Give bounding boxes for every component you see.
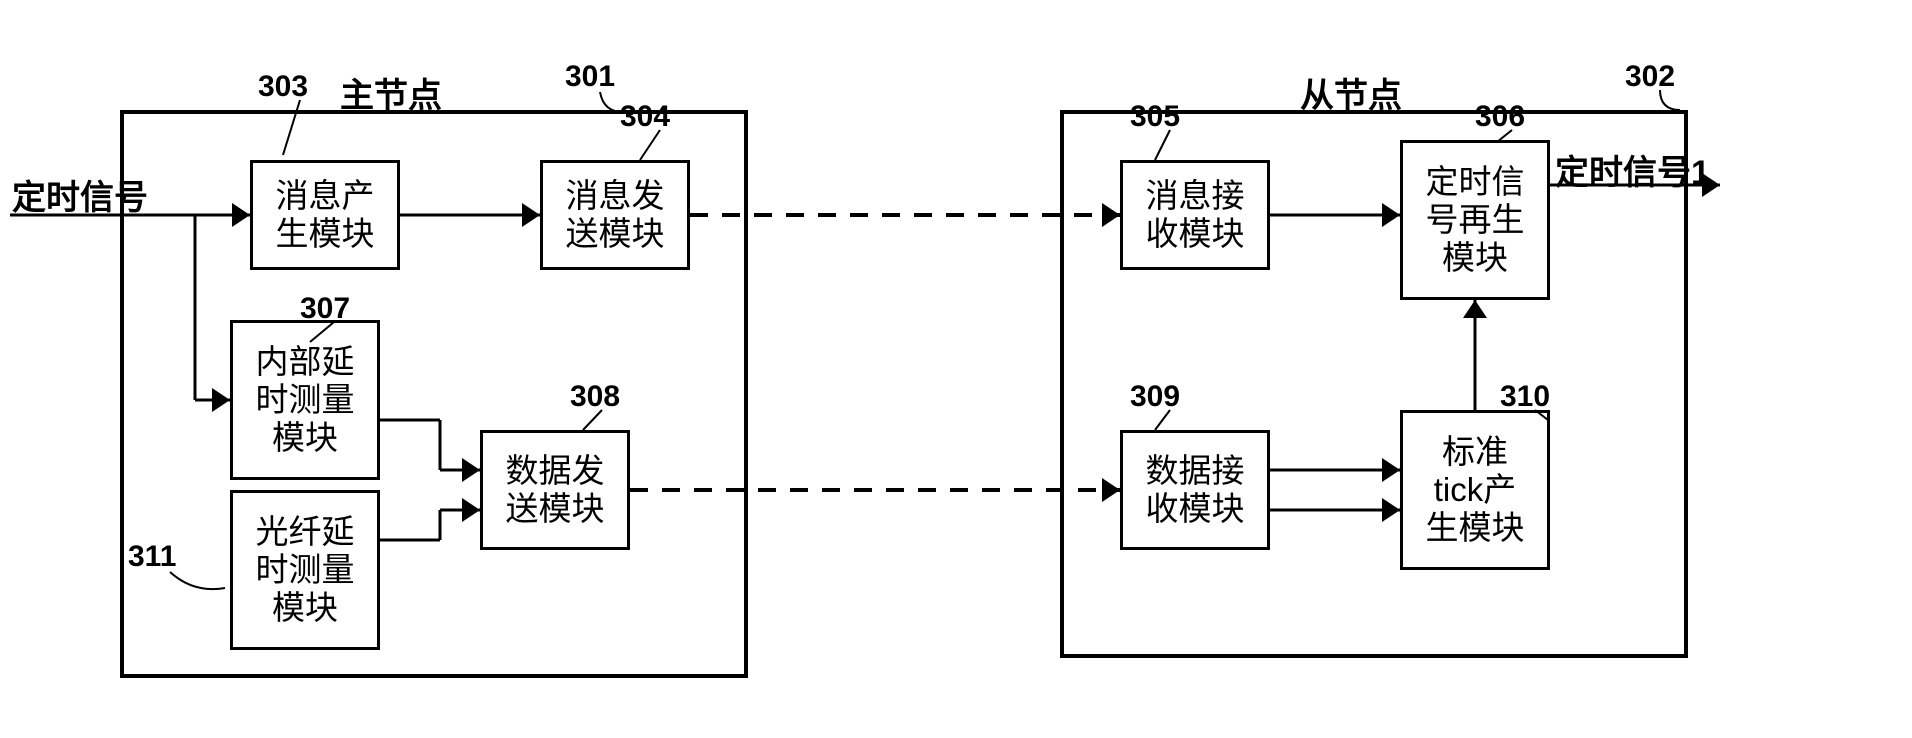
module-msg-send: 消息发送模块 xyxy=(540,160,690,270)
label-304: 304 xyxy=(620,100,670,134)
label-301: 301 xyxy=(565,60,615,94)
module-msg-recv: 消息接收模块 xyxy=(1120,160,1270,270)
label-307: 307 xyxy=(300,292,350,326)
module-fiber-delay: 光纤延时测量模块 xyxy=(230,490,380,650)
module-data-send: 数据发送模块 xyxy=(480,430,630,550)
diagram-canvas: 消息产生模块 消息发送模块 内部延时测量模块 光纤延时测量模块 数据发送模块 消… xyxy=(0,0,1912,738)
label-310: 310 xyxy=(1500,380,1550,414)
module-msg-gen: 消息产生模块 xyxy=(250,160,400,270)
module-internal-delay: 内部延时测量模块 xyxy=(230,320,380,480)
output-signal-label: 定时信号1 xyxy=(1555,145,1710,194)
label-311: 311 xyxy=(128,540,176,574)
module-tick-gen: 标准tick产生模块 xyxy=(1400,410,1550,570)
label-309: 309 xyxy=(1130,380,1180,414)
module-data-recv: 数据接收模块 xyxy=(1120,430,1270,550)
input-signal-label: 定时信号 xyxy=(12,170,148,219)
label-306: 306 xyxy=(1475,100,1525,134)
slave-title: 从节点 xyxy=(1300,68,1402,117)
label-308: 308 xyxy=(570,380,620,414)
label-302: 302 xyxy=(1625,60,1675,94)
label-303: 303 xyxy=(258,70,308,104)
master-title: 主节点 xyxy=(340,68,442,117)
module-signal-regen: 定时信号再生模块 xyxy=(1400,140,1550,300)
label-305: 305 xyxy=(1130,100,1180,134)
